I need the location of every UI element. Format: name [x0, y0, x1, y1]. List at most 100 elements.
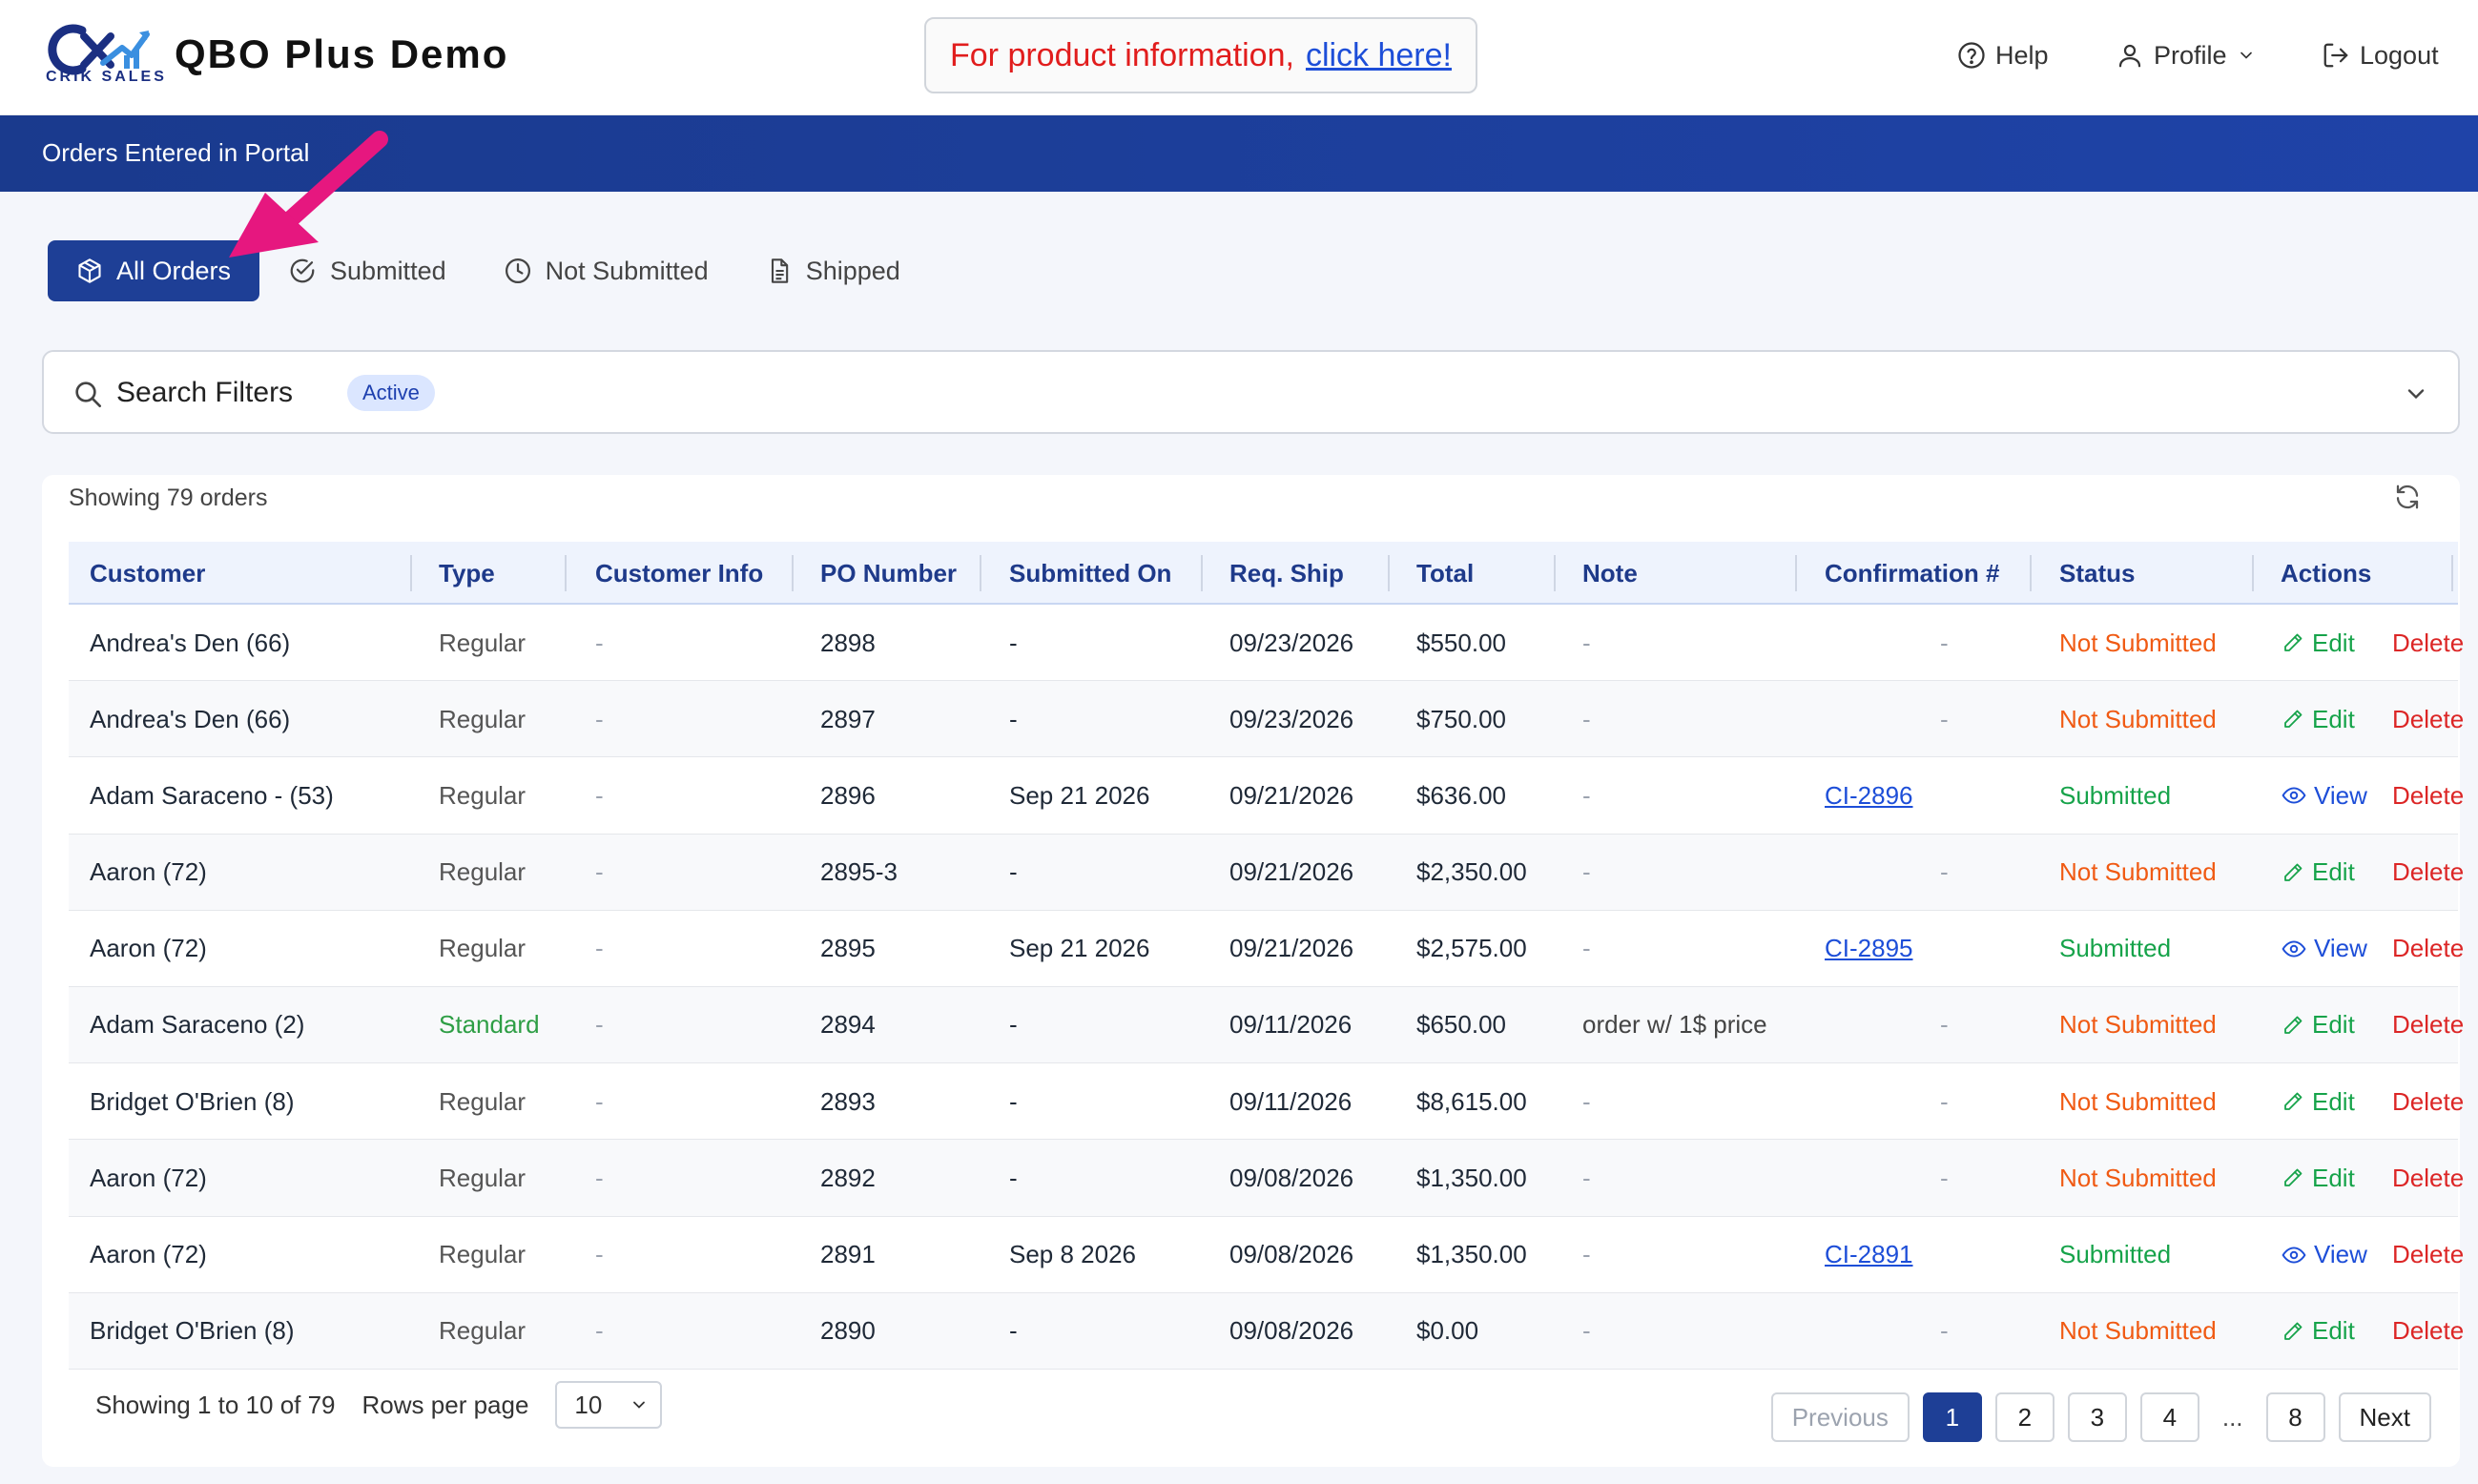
col-po-number[interactable]: PO Number — [820, 558, 958, 587]
view-button[interactable]: View — [2282, 1240, 2367, 1269]
action-label: View — [2314, 934, 2367, 963]
tab-shipped[interactable]: Shipped — [737, 240, 929, 301]
eye-icon — [2282, 1243, 2306, 1268]
cell-customer-info: - — [595, 704, 604, 733]
delete-button[interactable]: Delete — [2392, 1316, 2465, 1346]
chevron-down-icon — [630, 1395, 649, 1414]
page-button-4[interactable]: 4 — [2139, 1392, 2199, 1442]
tab-submitted[interactable]: Submitted — [259, 240, 475, 301]
cell-req-ship: 09/08/2026 — [1229, 1163, 1354, 1192]
delete-button[interactable]: Delete — [2392, 1163, 2465, 1192]
page-banner: Orders Entered in Portal — [0, 115, 2478, 192]
status-badge: Submitted — [2059, 934, 2172, 963]
cell-submitted-on: - — [1009, 857, 1018, 887]
edit-button[interactable]: Edit — [2282, 857, 2355, 887]
page-button-3[interactable]: 3 — [2067, 1392, 2127, 1442]
action-label: Edit — [2312, 1316, 2355, 1346]
edit-button[interactable]: Edit — [2282, 1164, 2355, 1193]
cell-type: Regular — [439, 1240, 527, 1268]
logout-button[interactable]: Logout — [2322, 34, 2439, 76]
status-badge: Not Submitted — [2059, 1163, 2217, 1192]
profile-label: Profile — [2154, 40, 2227, 70]
search-icon — [72, 379, 103, 409]
col-req-ship[interactable]: Req. Ship — [1229, 558, 1344, 587]
search-filters-toggle[interactable]: Search Filters Active — [42, 350, 2460, 434]
cell-confirmation: - — [1940, 1010, 1949, 1040]
col-note[interactable]: Note — [1582, 558, 1638, 587]
status-badge: Not Submitted — [2059, 1086, 2217, 1116]
cell-req-ship: 09/08/2026 — [1229, 1316, 1354, 1346]
cell-customer: Adam Saraceno - (53) — [90, 780, 334, 810]
delete-button[interactable]: Delete — [2392, 704, 2465, 733]
table-row: Aaron (72) Regular - 2895-3 - 09/21/2026 $2,35… — [69, 834, 2464, 911]
profile-menu-button[interactable]: Profile — [2116, 34, 2256, 76]
pencil-icon — [2282, 1166, 2304, 1189]
product-info-link[interactable]: click here! — [1305, 36, 1452, 73]
edit-button[interactable]: Edit — [2282, 705, 2355, 734]
action-label: Edit — [2312, 1163, 2355, 1192]
next-page-button[interactable]: Next — [2338, 1392, 2431, 1442]
cell-customer: Andrea's Den (66) — [90, 628, 291, 657]
help-label: Help — [1995, 40, 2049, 70]
table-header: Customer Type Customer Info PO Number Su… — [69, 542, 2458, 605]
cell-total: $2,350.00 — [1416, 857, 1527, 887]
cell-customer: Aaron (72) — [90, 857, 207, 887]
orders-card: Showing 79 orders Customer Type Customer… — [42, 475, 2464, 1467]
cell-customer: Bridget O'Brien (8) — [90, 1316, 295, 1346]
table-row: Andrea's Den (66) Regular - 2898 - 09/23/2026… — [69, 605, 2464, 682]
status-badge: Not Submitted — [2059, 1010, 2217, 1040]
delete-button[interactable]: Delete — [2392, 1086, 2465, 1116]
cell-total: $8,615.00 — [1416, 1086, 1527, 1116]
edit-button[interactable]: Edit — [2282, 629, 2355, 658]
page-button-1[interactable]: 1 — [1922, 1392, 1982, 1442]
confirmation-link[interactable]: CI-2895 — [1825, 934, 1913, 963]
refresh-icon[interactable] — [2393, 483, 2422, 511]
cell-req-ship: 09/11/2026 — [1229, 1086, 1353, 1116]
view-button[interactable]: View — [2282, 934, 2367, 963]
cell-po-number: 2893 — [820, 1086, 876, 1116]
cell-req-ship: 09/21/2026 — [1229, 857, 1354, 887]
rows-per-page-select[interactable]: 10 — [555, 1381, 663, 1429]
help-button[interactable]: Help — [1957, 34, 2049, 76]
col-customer-info[interactable]: Customer Info — [595, 558, 764, 587]
delete-button[interactable]: Delete — [2392, 780, 2465, 810]
col-status[interactable]: Status — [2059, 558, 2136, 587]
action-label: Edit — [2312, 1010, 2355, 1040]
edit-button[interactable]: Edit — [2282, 1316, 2355, 1346]
col-customer[interactable]: Customer — [90, 558, 206, 587]
col-submitted-on[interactable]: Submitted On — [1009, 558, 1172, 587]
delete-button[interactable]: Delete — [2392, 857, 2465, 887]
crik-sales-logo-icon[interactable] — [44, 21, 156, 90]
edit-button[interactable]: Edit — [2282, 1087, 2355, 1117]
cell-customer-info: - — [595, 934, 604, 963]
delete-button[interactable]: Delete — [2392, 934, 2465, 963]
box-icon — [76, 258, 103, 284]
tab-not-submitted[interactable]: Not Submitted — [475, 240, 737, 301]
col-total[interactable]: Total — [1416, 558, 1475, 587]
status-badge: Submitted — [2059, 780, 2172, 810]
cell-total: $0.00 — [1416, 1316, 1479, 1346]
cell-customer: Adam Saraceno (2) — [90, 1010, 305, 1040]
cell-confirmation: - — [1940, 1163, 1949, 1192]
tab-all-orders[interactable]: All Orders — [48, 240, 260, 301]
delete-button[interactable]: Delete — [2392, 1010, 2465, 1040]
chevron-down-icon[interactable] — [2403, 381, 2429, 407]
col-confirmation[interactable]: Confirmation # — [1825, 558, 2000, 587]
cell-type: Regular — [439, 1316, 527, 1346]
tab-label: Shipped — [805, 256, 900, 285]
col-type[interactable]: Type — [439, 558, 495, 587]
cell-type: Regular — [439, 1086, 527, 1116]
view-button[interactable]: View — [2282, 781, 2367, 811]
cell-req-ship: 09/21/2026 — [1229, 780, 1354, 810]
search-filters-title: Search Filters — [116, 377, 294, 408]
delete-button[interactable]: Delete — [2392, 628, 2465, 657]
confirmation-link[interactable]: CI-2891 — [1825, 1240, 1913, 1268]
page-button-2[interactable]: 2 — [1994, 1392, 2055, 1442]
edit-button[interactable]: Edit — [2282, 1010, 2355, 1040]
previous-page-button[interactable]: Previous — [1770, 1392, 1910, 1442]
col-actions: Actions — [2281, 558, 2372, 587]
confirmation-link[interactable]: CI-2896 — [1825, 780, 1913, 810]
cell-customer: Andrea's Den (66) — [90, 704, 291, 733]
page-button-8[interactable]: 8 — [2265, 1392, 2325, 1442]
delete-button[interactable]: Delete — [2392, 1240, 2465, 1268]
